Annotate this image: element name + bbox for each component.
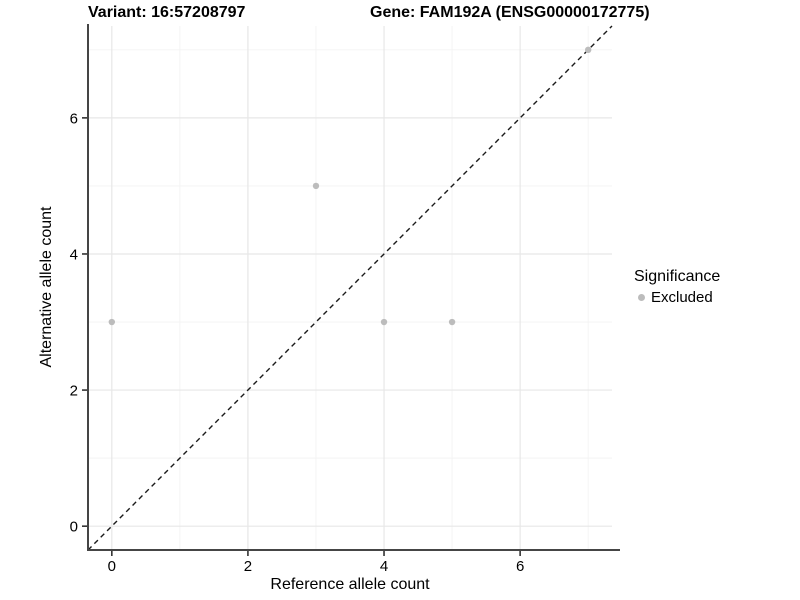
y-tick-label: 2 bbox=[70, 383, 78, 400]
x-tick-label: 2 bbox=[244, 558, 252, 575]
data-point bbox=[584, 46, 592, 54]
x-tick-label: 6 bbox=[516, 558, 524, 575]
y-tick-label: 6 bbox=[70, 110, 78, 127]
x-tick-label: 0 bbox=[108, 558, 116, 575]
y-tick-label: 4 bbox=[70, 246, 78, 263]
legend-items: Excluded bbox=[634, 289, 720, 306]
data-point bbox=[448, 318, 456, 326]
data-point bbox=[108, 318, 116, 326]
legend-point-icon bbox=[638, 294, 645, 301]
plot-title-variant: Variant: 16:57208797 bbox=[88, 4, 246, 21]
y-axis-title: Alternative allele count bbox=[38, 206, 55, 368]
y-tick-label: 0 bbox=[70, 519, 78, 536]
x-tick-label: 4 bbox=[380, 558, 388, 575]
legend-title: Significance bbox=[634, 268, 721, 285]
legend-item: Excluded bbox=[634, 289, 720, 306]
plot-title-gene: Gene: FAM192A (ENSG00000172775) bbox=[370, 4, 650, 21]
identity-line bbox=[87, 25, 613, 551]
x-axis-title: Reference allele count bbox=[270, 576, 430, 593]
data-point bbox=[312, 182, 320, 190]
data-point bbox=[380, 318, 388, 326]
legend: Significance Excluded bbox=[634, 268, 720, 306]
legend-item-label: Excluded bbox=[651, 289, 713, 306]
